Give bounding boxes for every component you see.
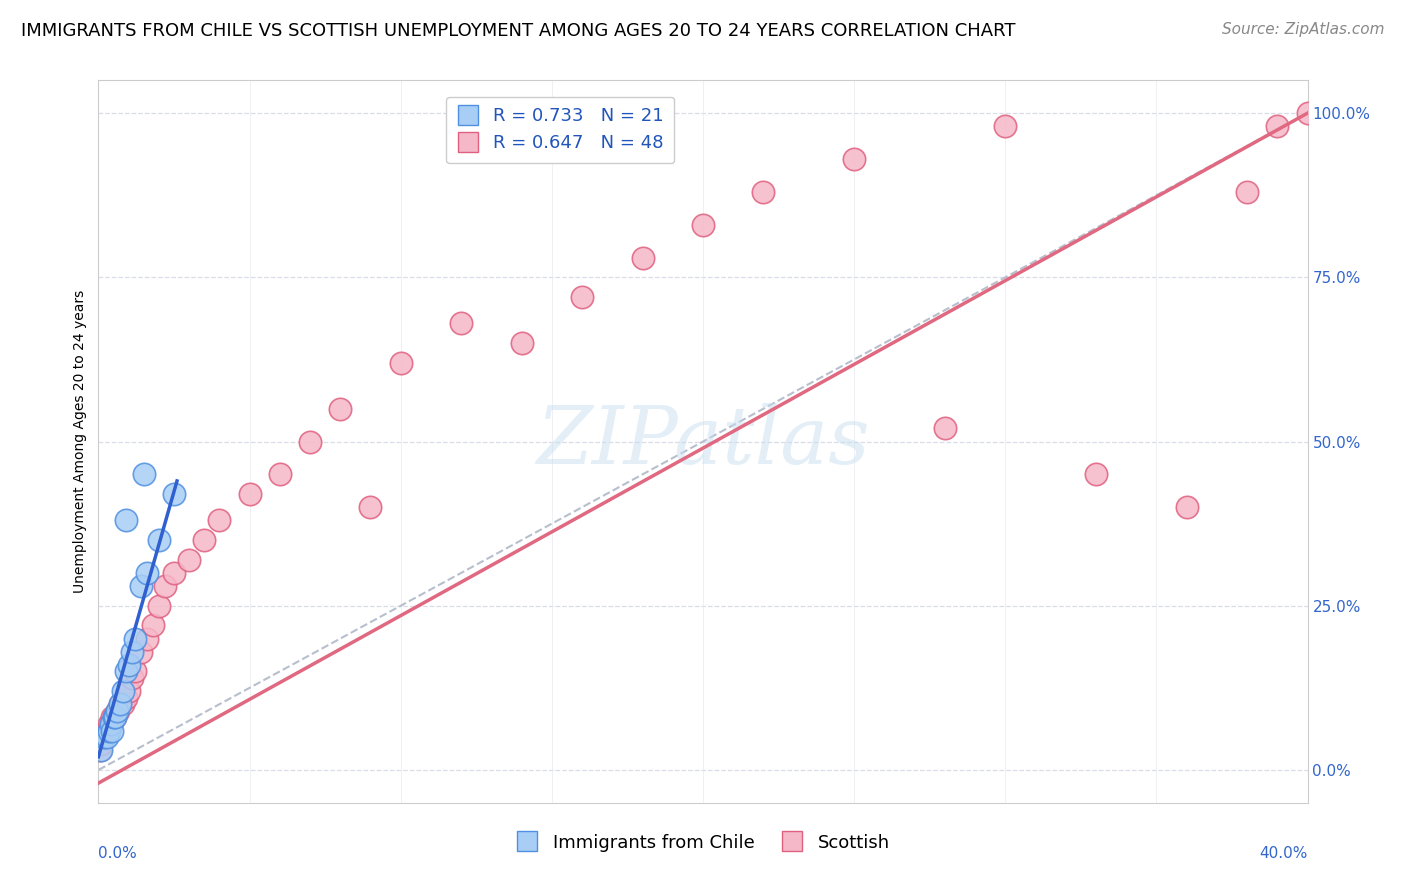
Point [124, 665, 146, 679]
Point [111, 684, 134, 698]
Point [91, 730, 114, 744]
Point [269, 467, 291, 482]
Point [118, 657, 141, 672]
Point [208, 513, 231, 527]
Text: 0.0%: 0.0% [98, 847, 138, 861]
Point [1236, 185, 1258, 199]
Point [104, 710, 127, 724]
Text: IMMIGRANTS FROM CHILE VS SCOTTISH UNEMPLOYMENT AMONG AGES 20 TO 24 YEARS CORRELA: IMMIGRANTS FROM CHILE VS SCOTTISH UNEMPL… [21, 22, 1015, 40]
Point [193, 533, 215, 547]
Point [844, 152, 866, 166]
Point [104, 710, 127, 724]
Point [105, 704, 128, 718]
Point [132, 467, 155, 482]
Point [93, 730, 115, 744]
Point [994, 120, 1017, 134]
Point [631, 251, 654, 265]
Point [1175, 500, 1198, 515]
Point [299, 434, 322, 449]
Legend: Immigrants from Chile, Scottish: Immigrants from Chile, Scottish [509, 826, 897, 859]
Point [101, 723, 124, 738]
Point [96, 730, 118, 744]
Point [103, 710, 125, 724]
Point [94, 723, 117, 738]
Point [114, 665, 136, 679]
Point [239, 487, 262, 501]
Point [121, 671, 143, 685]
Point [692, 218, 714, 232]
Point [101, 710, 124, 724]
Point [98, 723, 121, 738]
Point [111, 698, 134, 712]
Y-axis label: Unemployment Among Ages 20 to 24 years: Unemployment Among Ages 20 to 24 years [73, 290, 87, 593]
Point [96, 723, 118, 738]
Text: ZIPatlas: ZIPatlas [536, 403, 870, 480]
Point [124, 632, 146, 646]
Point [163, 487, 186, 501]
Point [129, 645, 152, 659]
Point [107, 704, 129, 718]
Point [105, 704, 128, 718]
Point [148, 599, 170, 613]
Point [142, 618, 165, 632]
Point [179, 553, 201, 567]
Point [129, 579, 152, 593]
Point [135, 566, 157, 580]
Point [118, 684, 141, 698]
Point [108, 698, 131, 712]
Point [98, 717, 121, 731]
Point [571, 290, 593, 304]
Point [153, 579, 176, 593]
Point [108, 698, 131, 712]
Point [360, 500, 382, 515]
Point [389, 356, 412, 370]
Point [114, 513, 136, 527]
Point [1085, 467, 1108, 482]
Point [934, 421, 956, 435]
Point [90, 737, 112, 751]
Point [1296, 106, 1319, 120]
Point [1267, 120, 1289, 134]
Point [450, 316, 472, 330]
Point [329, 401, 352, 416]
Point [93, 730, 115, 744]
Point [121, 645, 143, 659]
Point [135, 632, 157, 646]
Point [89, 743, 111, 757]
Point [103, 710, 125, 724]
Point [100, 717, 122, 731]
Point [114, 690, 136, 705]
Text: 40.0%: 40.0% [1260, 847, 1308, 861]
Point [148, 533, 170, 547]
Point [752, 185, 775, 199]
Point [90, 743, 112, 757]
Text: Source: ZipAtlas.com: Source: ZipAtlas.com [1222, 22, 1385, 37]
Point [163, 566, 186, 580]
Point [510, 336, 533, 351]
Point [100, 717, 122, 731]
